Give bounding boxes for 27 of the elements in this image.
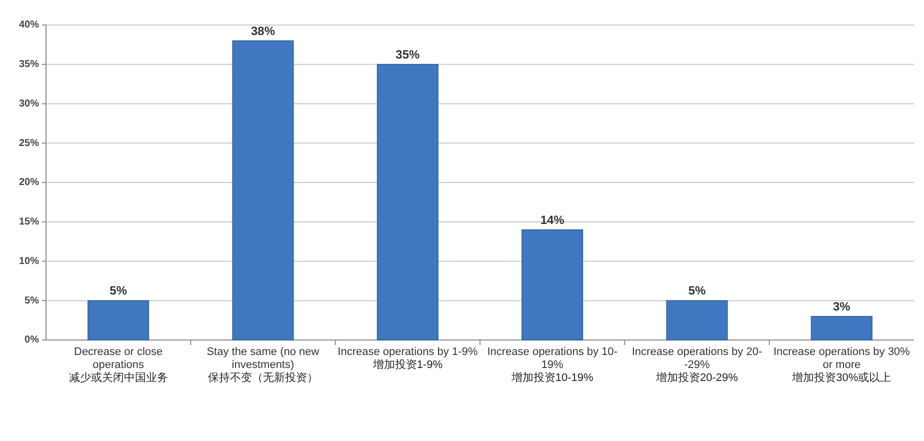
y-tick-label: 30% [18,98,40,110]
x-tick-label: Increase operations by 20--29% 增加投资20-29% [630,346,764,385]
bar [376,64,438,340]
bar [666,300,728,340]
bar [522,229,584,340]
data-label: 35% [396,47,420,62]
bar [810,316,872,340]
data-label: 38% [250,24,276,38]
x-tick-label: Increase operations by 10-19% 增加投资10-19% [486,346,618,385]
bar [88,300,150,340]
data-label: 3% [832,299,851,314]
x-tick-label: Increase operations by 1-9% 增加投资1-9% [337,346,478,372]
x-tick-label: Stay the same (no new investments) 保持不变（无新投资） [206,346,320,385]
y-tick-label: 20% [18,177,40,188]
y-tick-label: 40% [18,20,40,31]
x-tick-label: Increase operations by 30% or more 增加投资30%或以上 [772,346,911,385]
y-tick-label: 35% [18,59,40,70]
y-tick-label: 15% [18,216,40,228]
y-tick-label: 10% [18,256,40,267]
data-label: 14% [540,212,565,227]
y-tick-label: 5% [24,295,40,306]
data-label: 5% [688,284,706,298]
y-tick-label: 0% [24,334,40,346]
x-tick-label: Decrease or close operations 减少或关闭中国业务 [68,346,169,385]
data-label: 5% [110,284,128,298]
bar [232,40,294,340]
y-tick-label: 25% [18,138,40,149]
